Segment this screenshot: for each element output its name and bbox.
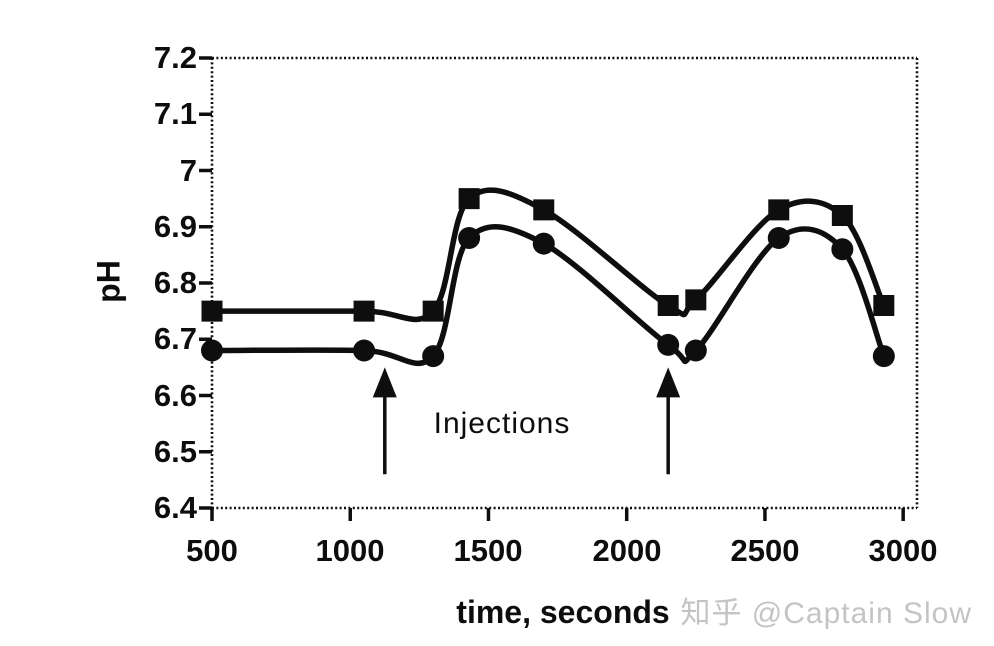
series-line-squares [209, 187, 887, 323]
y-tick-label: 6.6 [153, 378, 197, 413]
x-tick-label: 1000 [315, 533, 385, 568]
square-marker [533, 199, 555, 221]
square-marker [768, 199, 790, 221]
circle-marker [422, 345, 445, 368]
y-tick-label: 6.4 [153, 490, 197, 525]
circle-marker [872, 345, 895, 368]
square-marker [353, 300, 375, 322]
square-marker [201, 300, 223, 322]
y-tick-label: 6.8 [153, 265, 197, 300]
x-tick-label: 3000 [868, 533, 938, 568]
y-tick-label: 6.7 [153, 321, 197, 356]
x-tick-label: 1500 [453, 533, 523, 568]
circle-marker [201, 339, 223, 362]
series-line-circles [209, 224, 887, 367]
square-marker [873, 295, 895, 316]
circle-marker [458, 227, 481, 249]
circle-marker [657, 333, 680, 356]
circle-marker [831, 238, 854, 261]
y-tick-label: 6.9 [153, 209, 197, 244]
x-axis-label: time, seconds [456, 594, 670, 630]
square-marker [685, 289, 707, 311]
injections-annotation-label: Injections [433, 407, 571, 440]
injection-arrow-head [372, 367, 397, 398]
x-tick-label: 2500 [730, 533, 800, 568]
y-tick-label: 7.2 [153, 40, 197, 75]
x-tick-label: 500 [186, 533, 238, 568]
y-tick-label: 7.1 [153, 96, 197, 131]
y-axis-label: pH [90, 260, 127, 303]
circle-marker [353, 339, 376, 362]
watermark: 知乎 @Captain Slow [680, 597, 972, 630]
y-tick-label: 7 [179, 153, 197, 188]
square-marker [458, 188, 480, 210]
injection-arrow-head [656, 367, 681, 398]
y-tick-label: 6.5 [153, 434, 197, 469]
x-tick-label: 2000 [592, 533, 662, 568]
circle-marker [767, 227, 790, 249]
square-marker [422, 300, 444, 322]
square-marker [831, 205, 853, 226]
circle-marker [684, 339, 707, 362]
square-marker [657, 295, 679, 316]
circle-marker [532, 232, 555, 255]
